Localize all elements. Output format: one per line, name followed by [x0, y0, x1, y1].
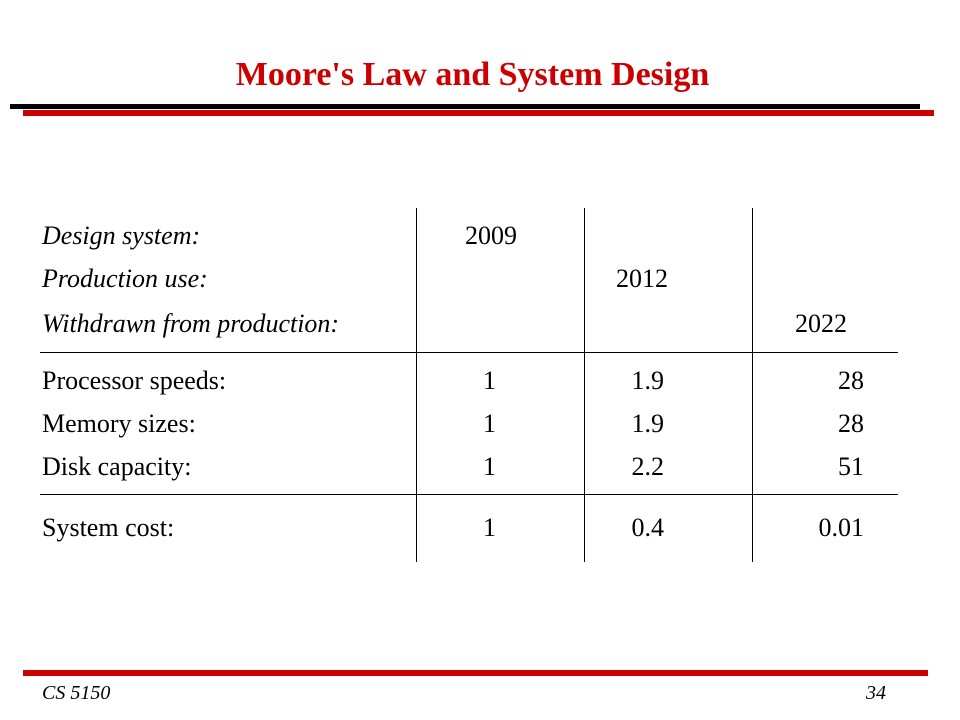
- row-label-processor: Processor speeds:: [42, 366, 227, 395]
- row-label-production-use: Production use:: [42, 264, 208, 293]
- table-cell: 1.9: [631, 409, 665, 438]
- year-design-system: 2009: [465, 221, 517, 250]
- column-divider-1: [416, 208, 417, 562]
- footer-page-number: 34: [866, 682, 886, 704]
- table-cell: 1: [483, 513, 496, 542]
- table-cell: 51: [838, 452, 864, 481]
- table-cell: 0.01: [818, 513, 865, 542]
- row-label-system-cost: System cost:: [42, 513, 175, 542]
- table-cell: 28: [838, 366, 864, 395]
- slide-title: Moore's Law and System Design: [235, 56, 710, 93]
- column-divider-2: [584, 208, 585, 562]
- row-label-design-system: Design system:: [42, 221, 201, 250]
- footer-rule-red: [23, 670, 928, 676]
- row-divider-2: [40, 494, 898, 495]
- title-rule-black: [10, 104, 920, 109]
- year-production-use: 2012: [616, 264, 668, 293]
- row-label-withdrawn: Withdrawn from production:: [42, 309, 340, 338]
- row-label-disk: Disk capacity:: [42, 452, 192, 481]
- column-divider-3: [752, 208, 753, 562]
- table-cell: 1: [483, 409, 496, 438]
- row-label-memory: Memory sizes:: [42, 409, 196, 438]
- table-cell: 1: [483, 452, 496, 481]
- table-cell: 28: [838, 409, 864, 438]
- row-divider-1: [40, 352, 898, 353]
- footer-course: CS 5150: [42, 682, 111, 704]
- table-cell: 2.2: [631, 452, 665, 481]
- table-cell: 1: [483, 366, 496, 395]
- title-rule-red: [23, 110, 934, 116]
- year-withdrawn: 2022: [795, 309, 847, 338]
- table-cell: 1.9: [631, 366, 665, 395]
- table-cell: 0.4: [631, 513, 665, 542]
